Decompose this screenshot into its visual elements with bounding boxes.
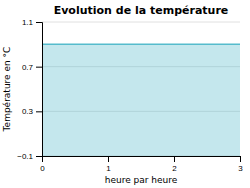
plot: 0 1 2 3 −0.1 0.3 0.7 1.1 (17, 18, 243, 173)
tick-label: 1 (106, 164, 111, 173)
x-axis-tick: 0 (40, 156, 45, 173)
tick-mark (174, 156, 175, 162)
area (42, 44, 240, 156)
x-axis-tick: 3 (238, 156, 243, 173)
line (42, 44, 240, 46)
tick-mark (36, 156, 42, 157)
x-axis-title: heure par heure (105, 175, 178, 185)
tick-label: 0.7 (22, 63, 34, 72)
grid (42, 22, 240, 156)
tick-label: 3 (238, 164, 243, 173)
tick-label: 0.3 (22, 107, 34, 116)
tick-label: 0 (40, 164, 45, 173)
y-axis-tick: −0.1 (17, 152, 42, 161)
y-axis-line (36, 23, 43, 157)
y-axis-tick: 1.1 (22, 18, 42, 27)
tick-mark (108, 156, 109, 162)
x-axis: 0 1 2 3 (40, 156, 243, 173)
y-axis-title: Température en °C (2, 47, 12, 133)
data (42, 44, 240, 156)
x-axis-tick: 2 (172, 156, 177, 173)
y-axis: −0.1 0.3 0.7 1.1 (17, 18, 42, 161)
title: Evolution de la température (54, 4, 229, 17)
tick-mark (240, 156, 241, 162)
tick-mark (36, 67, 42, 68)
y-axis-tick: 0.7 (22, 63, 42, 72)
tick-mark (36, 22, 42, 23)
x-axis-tick: 1 (106, 156, 111, 173)
x-axis-line (43, 157, 241, 163)
tick-label: 2 (172, 164, 177, 173)
y-axis-tick: 0.3 (22, 107, 42, 116)
tick-label: 1.1 (22, 18, 34, 27)
tick-label: −0.1 (17, 152, 33, 161)
chart: 0 1 2 3 −0.1 0.3 0.7 1.1 Evolution de la tempéra… (0, 0, 250, 188)
grid-line (42, 22, 240, 23)
tick-mark (36, 111, 42, 112)
